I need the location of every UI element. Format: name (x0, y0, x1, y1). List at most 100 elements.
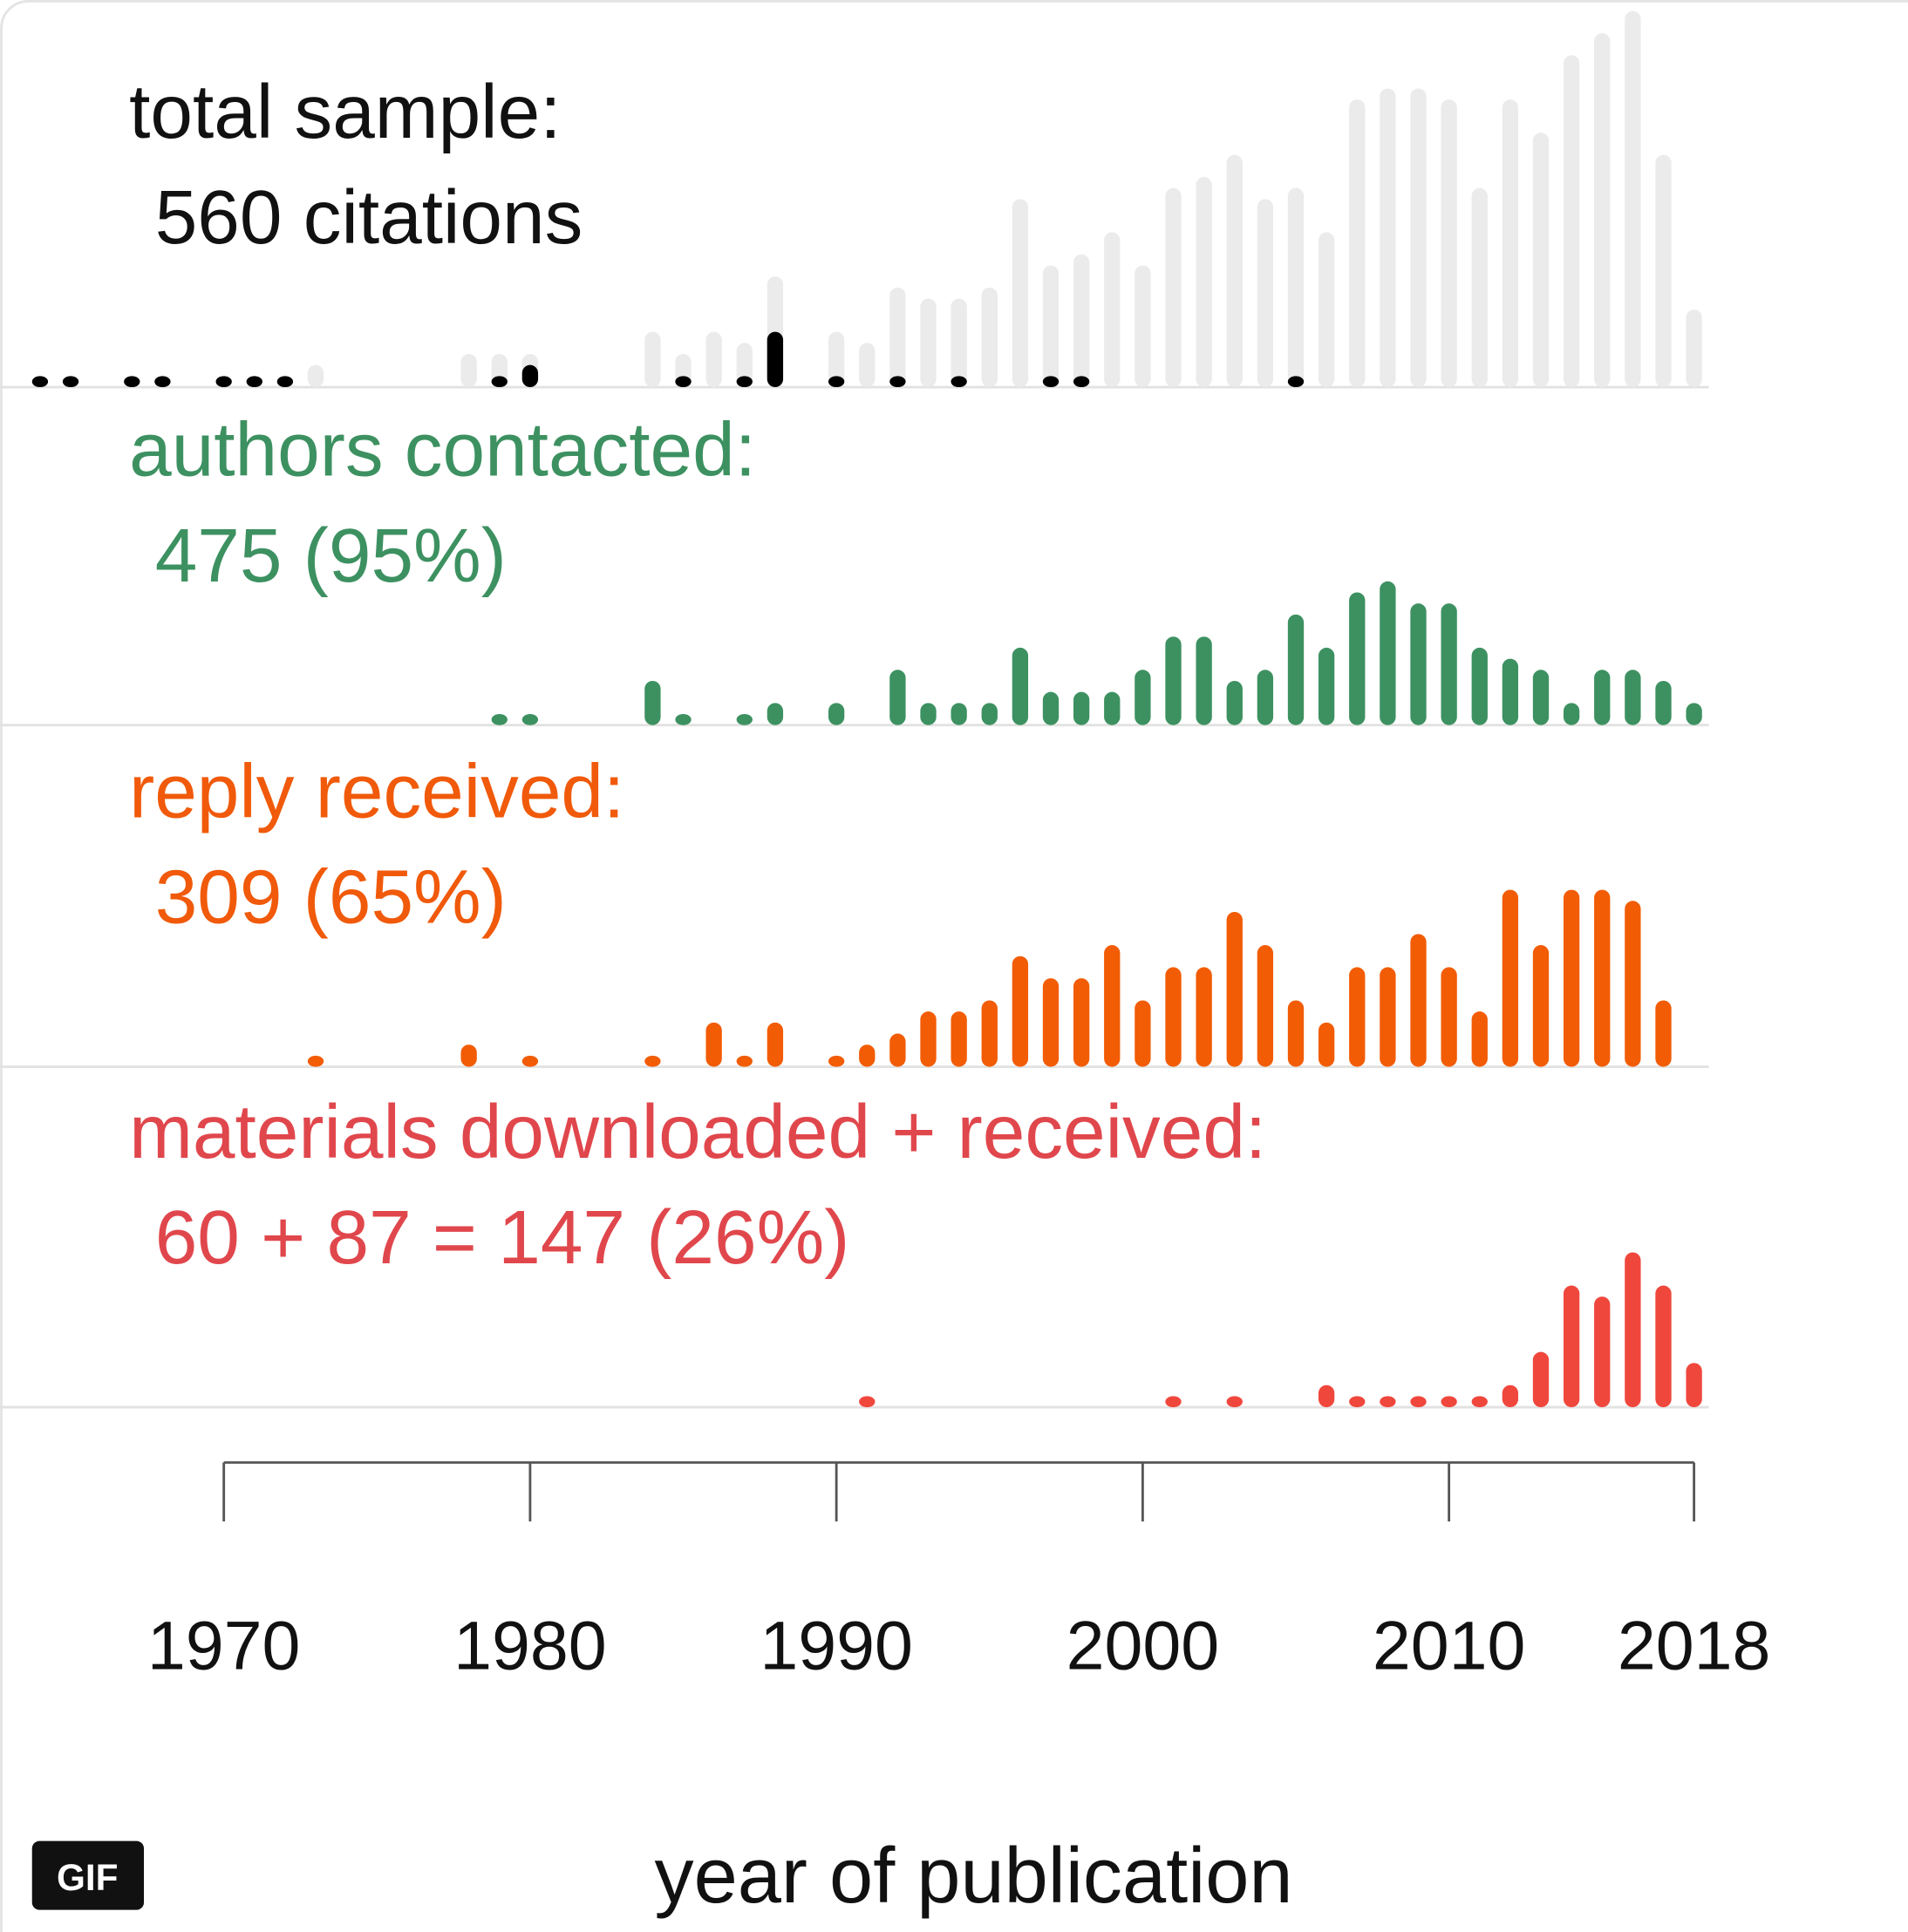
bar (1257, 945, 1274, 1067)
bar (1226, 680, 1243, 725)
bar (521, 364, 539, 388)
bar (1196, 636, 1212, 725)
bar (1471, 647, 1488, 725)
bar (1594, 1296, 1611, 1408)
bar (1226, 1396, 1243, 1408)
bar (736, 376, 753, 388)
bar (491, 714, 508, 725)
bar (1532, 133, 1550, 388)
bar (1502, 658, 1519, 725)
x-tick-label: 1990 (760, 1607, 913, 1684)
bar (889, 1033, 906, 1067)
bar (460, 353, 477, 388)
bar (1012, 956, 1029, 1067)
bar (307, 364, 324, 388)
bar (889, 287, 906, 388)
x-axis-label: year of publication (655, 1832, 1293, 1920)
bar (1042, 978, 1060, 1067)
bar (215, 376, 232, 388)
bar (1563, 1285, 1580, 1408)
bar (1073, 978, 1090, 1067)
bar (276, 376, 294, 388)
bar (1502, 889, 1519, 1067)
bar (644, 1055, 661, 1067)
bar (307, 1055, 324, 1067)
bar (1563, 889, 1580, 1067)
x-tick-label: 1980 (453, 1607, 607, 1684)
bar (859, 343, 876, 388)
gif-badge (31, 1840, 145, 1910)
bar (1287, 1000, 1305, 1067)
bar (859, 1044, 876, 1067)
bar (1257, 199, 1274, 388)
bar (1686, 703, 1702, 725)
bar (1594, 670, 1611, 725)
bar (1104, 232, 1121, 388)
bar (1135, 1000, 1151, 1067)
bar (1165, 967, 1182, 1067)
bar (828, 703, 845, 725)
bar (521, 714, 539, 725)
bar (1165, 636, 1182, 725)
bar (1686, 1363, 1702, 1408)
bar (1135, 265, 1151, 388)
bar (859, 1396, 876, 1408)
bar (951, 703, 967, 725)
bar (1073, 691, 1090, 725)
bar (1196, 176, 1212, 388)
bar (1349, 967, 1366, 1067)
panel-title: reply received: (129, 748, 624, 833)
bar (1441, 99, 1457, 388)
bar (1410, 1396, 1427, 1408)
bar (1625, 901, 1641, 1067)
bar (951, 376, 967, 388)
bar (675, 714, 692, 725)
bar (1042, 265, 1060, 388)
bar (1502, 1384, 1519, 1408)
bar (521, 1055, 539, 1067)
bar (1471, 187, 1488, 388)
bar (1349, 1396, 1366, 1408)
bar (1532, 945, 1550, 1067)
bar (1073, 376, 1090, 388)
bar (1012, 647, 1029, 725)
bar (951, 298, 967, 388)
bar (1073, 254, 1090, 388)
bar (1441, 967, 1457, 1067)
x-tick-label: 2000 (1066, 1607, 1220, 1684)
bar (1532, 1351, 1550, 1408)
bar (1349, 592, 1366, 725)
bar (1686, 310, 1702, 388)
bar (767, 331, 784, 388)
bar (1471, 1011, 1488, 1067)
bar (644, 680, 661, 725)
bar (1655, 154, 1672, 388)
bar (1502, 99, 1519, 388)
bar (951, 1011, 967, 1067)
panel-title: authors contacted: (129, 407, 756, 493)
bar (1594, 889, 1611, 1067)
bar (920, 703, 937, 725)
bar (1625, 10, 1641, 388)
bar (1441, 1396, 1457, 1408)
bar (1532, 670, 1550, 725)
bar (1318, 647, 1335, 725)
bar (736, 1055, 753, 1067)
bar (828, 376, 845, 388)
bar (920, 298, 937, 388)
bar (1625, 1252, 1641, 1408)
x-tick-label: 1970 (147, 1607, 301, 1684)
bar (981, 703, 998, 725)
bar (1135, 670, 1151, 725)
bar (1410, 603, 1427, 725)
bar (889, 376, 906, 388)
bar (981, 1000, 998, 1067)
bar (1380, 581, 1396, 725)
bar (31, 376, 49, 388)
bar (1318, 1384, 1335, 1408)
bar (1287, 376, 1305, 388)
bar (1104, 945, 1121, 1067)
bar (1042, 376, 1060, 388)
